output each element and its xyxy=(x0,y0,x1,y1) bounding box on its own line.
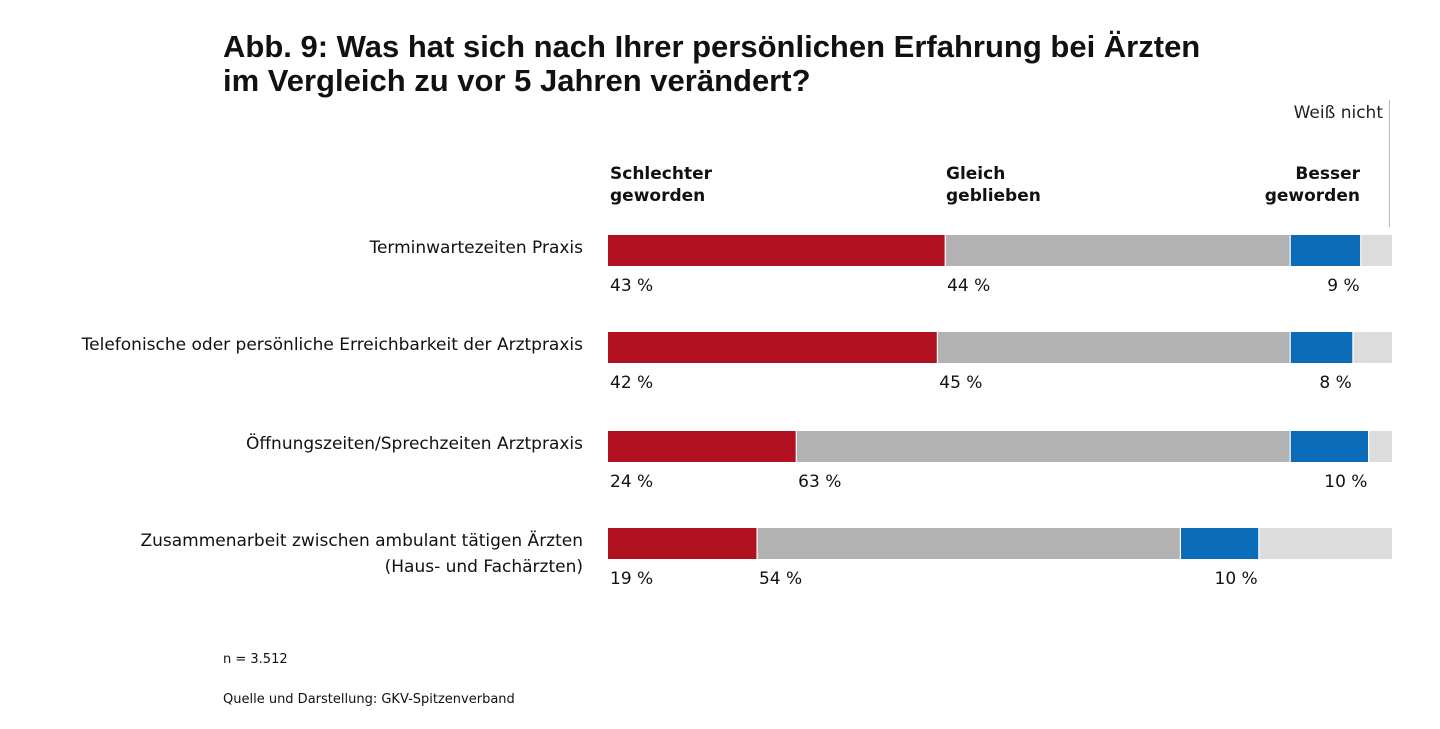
legend-weiss-nicht: Weiß nicht xyxy=(1293,103,1383,123)
value-label-schlechter: 42 % xyxy=(610,373,653,393)
bar-besser xyxy=(1290,332,1353,363)
bar-separator xyxy=(1258,528,1260,559)
category-label: (Haus- und Fachärzten) xyxy=(385,557,583,577)
value-label-besser: 10 % xyxy=(1215,569,1258,589)
sample-size-note: n = 3.512 xyxy=(223,652,288,667)
category-label: Terminwartezeiten Praxis xyxy=(368,238,583,258)
legend-besser-line-1: Besser xyxy=(1295,164,1360,184)
bar-schlechter xyxy=(608,332,938,363)
bar-schlechter xyxy=(608,235,946,266)
value-label-schlechter: 19 % xyxy=(610,569,653,589)
bar-separator xyxy=(756,528,758,559)
value-label-besser: 8 % xyxy=(1319,373,1351,393)
value-label-schlechter: 24 % xyxy=(610,472,653,492)
category-label: Zusammenarbeit zwischen ambulant tätigen… xyxy=(140,530,583,551)
bar-separator xyxy=(1289,431,1291,462)
value-label-gleich: 45 % xyxy=(939,373,982,393)
category-label: Öffnungszeiten/Sprechzeiten Arztpraxis xyxy=(246,432,583,454)
bar-besser xyxy=(1290,431,1369,462)
source-note: Quelle und Darstellung: GKV-Spitzenverba… xyxy=(223,692,515,707)
value-label-besser: 9 % xyxy=(1327,276,1359,296)
chart-title-line-1: Abb. 9: Was hat sich nach Ihrer persönli… xyxy=(223,29,1201,64)
chart-title-line-2: im Vergleich zu vor 5 Jahren verändert? xyxy=(223,63,811,98)
legend-gleich-line-1: Gleich xyxy=(946,164,1006,184)
bar-gleich xyxy=(756,528,1181,559)
bar-weiss-nicht xyxy=(1360,235,1392,266)
bar-separator xyxy=(1289,235,1291,266)
legend-besser-line-2: geworden xyxy=(1264,186,1360,206)
bar-weiss-nicht xyxy=(1258,528,1392,559)
bar-separator xyxy=(1352,332,1354,363)
bar-weiss-nicht xyxy=(1368,431,1392,462)
value-label-gleich: 54 % xyxy=(759,569,802,589)
legend-gleich-geblieben: Gleich geblieben xyxy=(946,163,1041,207)
value-label-besser: 10 % xyxy=(1324,472,1367,492)
bar-separator xyxy=(1367,431,1370,462)
bar-weiss-nicht xyxy=(1352,332,1392,363)
legend-gleich-line-2: geblieben xyxy=(946,186,1041,206)
bar-separator xyxy=(936,332,938,363)
category-label: Telefonische oder persönliche Erreichbar… xyxy=(81,335,583,355)
bar-separator xyxy=(795,431,797,462)
value-label-gleich: 63 % xyxy=(798,472,841,492)
bar-gleich xyxy=(937,332,1291,363)
bar-separator xyxy=(944,235,946,266)
value-label-gleich: 44 % xyxy=(947,276,990,296)
bar-separator xyxy=(1289,332,1291,363)
bar-besser xyxy=(1290,235,1361,266)
legend-schlechter-line-2: geworden xyxy=(610,186,706,206)
bar-gleich xyxy=(945,235,1291,266)
legend-schlechter-geworden: Schlechter geworden xyxy=(610,163,712,207)
bar-separator xyxy=(1179,528,1182,559)
value-label-schlechter: 43 % xyxy=(610,276,653,296)
bar-schlechter xyxy=(608,431,797,462)
legend-schlechter-line-1: Schlechter xyxy=(610,164,712,184)
weiss-nicht-divider xyxy=(1389,100,1390,227)
bar-besser xyxy=(1180,528,1259,559)
bar-separator xyxy=(1360,235,1362,266)
bar-schlechter xyxy=(608,528,757,559)
legend-besser-geworden: Besser geworden xyxy=(1265,163,1360,207)
bar-gleich xyxy=(796,431,1291,462)
chart-title: Abb. 9: Was hat sich nach Ihrer persönli… xyxy=(223,30,1323,98)
